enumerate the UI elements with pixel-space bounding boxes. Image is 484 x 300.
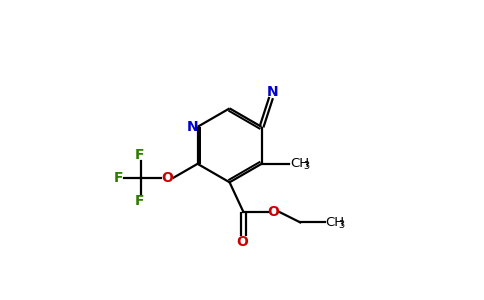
Text: N: N (267, 85, 278, 99)
Text: 3: 3 (303, 161, 309, 171)
Text: O: O (162, 171, 173, 185)
Text: O: O (267, 205, 279, 219)
Text: N: N (186, 120, 198, 134)
Text: F: F (113, 171, 123, 185)
Text: F: F (135, 148, 144, 162)
Text: 3: 3 (339, 220, 345, 230)
Text: F: F (135, 194, 144, 208)
Text: O: O (236, 236, 248, 249)
Text: CH: CH (290, 157, 309, 170)
Text: CH: CH (326, 216, 345, 229)
